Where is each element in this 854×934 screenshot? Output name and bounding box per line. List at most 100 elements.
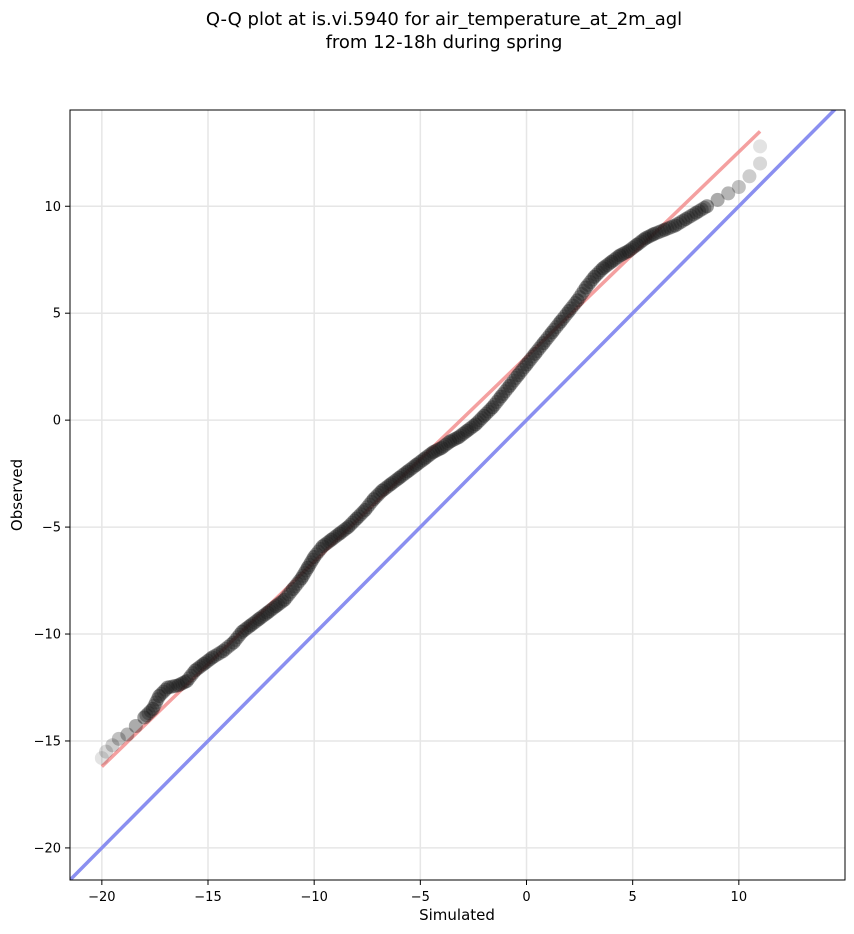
quantile-point [640,230,655,245]
quantile-point [198,655,213,670]
quantile-point [409,458,424,473]
quantile-point [528,346,542,361]
quantile-point [721,186,736,201]
quantile-point [324,532,339,547]
quantile-point [245,616,260,631]
quantile-point [334,524,349,539]
quantile-point [547,322,562,337]
quantile-point [511,368,526,383]
quantile-point [389,472,404,487]
quantile-point [356,505,371,520]
y-tick-label: 5 [53,307,61,322]
grid [70,110,845,880]
quantile-point [638,231,653,246]
quantile-point [678,212,693,227]
quantile-point [347,513,362,528]
quantile-point [300,560,315,575]
y-tick-label: 0 [53,414,61,429]
quantile-point [500,381,515,396]
quantile-point [540,330,555,345]
quantile-point [128,719,143,733]
quantile-point [210,647,225,662]
quantile-point [440,436,455,451]
quantile-point [515,362,530,377]
quantile-point [375,483,390,498]
quantile-point [426,445,441,460]
quantile-point [296,568,311,583]
quantile-point [753,139,768,154]
quantile-point [243,618,258,633]
quantile-point [612,248,627,263]
x-tick-label: 10 [731,890,748,905]
quantile-point [536,336,551,351]
quantile-point [477,408,492,423]
quantile-point [438,437,453,452]
quantile-point [360,500,375,515]
quantile-point [534,338,549,353]
quantile-point [196,656,211,671]
quantile-point [254,610,269,625]
quantile-point [689,205,704,220]
quantile-point [731,180,746,194]
quantile-point [404,461,419,476]
quantile-point [485,400,500,415]
quantile-point [451,430,466,445]
quantile-point [692,204,707,219]
quantile-point [311,544,326,559]
identity-line [70,110,837,880]
quantile-point [415,453,430,468]
quantile-point [434,440,449,455]
x-tick-label: 0 [522,890,530,905]
quantile-point [143,704,158,719]
axis-ticks: −20 −15 −10 −5 0 5 10 −20 −15 −10 −5 0 5 10 [34,200,748,905]
quantile-point [578,280,593,295]
quantile-point [649,225,664,240]
quantile-point [513,365,528,380]
quantile-point [421,448,436,463]
quantile-point [549,320,564,335]
quantile-point [538,333,553,348]
quantile-point [530,344,545,359]
quantile-point [583,275,598,290]
quantile-point [283,584,298,599]
quantile-point [158,682,173,697]
x-tick-label: −10 [300,890,327,905]
quantile-point [326,531,341,546]
quantile-point [377,482,392,497]
quantile-point [336,523,351,538]
quantile-point [627,239,642,254]
quantile-point [652,224,667,239]
quantile-point [504,376,519,391]
quantile-point [271,597,286,612]
quantile-point [349,511,364,526]
quantile-point [598,259,613,274]
quantile-point [646,227,661,242]
quantile-point [281,587,296,602]
quantile-point [260,605,275,620]
quantile-point [508,370,523,385]
quantile-point [479,406,494,421]
quantile-point [542,328,557,343]
quantile-point [173,677,188,692]
quantile-point [686,207,701,222]
quantile-point [694,202,709,217]
quantile-point [237,623,252,638]
quantile-point [175,676,190,691]
fit-line [100,130,762,768]
quantile-point [364,494,379,509]
quantile-point [447,432,462,447]
quantile-point [303,555,318,570]
quantile-point [184,668,199,683]
quantile-point [192,660,207,675]
quantile-point [753,156,768,171]
quantile-point [294,571,309,586]
quantile-point [241,620,256,635]
quantile-point [697,200,712,215]
quantile-point [120,727,135,742]
quantile-point [428,444,443,459]
quantile-point [557,309,572,324]
quantile-point [147,698,162,713]
quantile-point [423,446,438,461]
quantile-point [581,277,596,292]
